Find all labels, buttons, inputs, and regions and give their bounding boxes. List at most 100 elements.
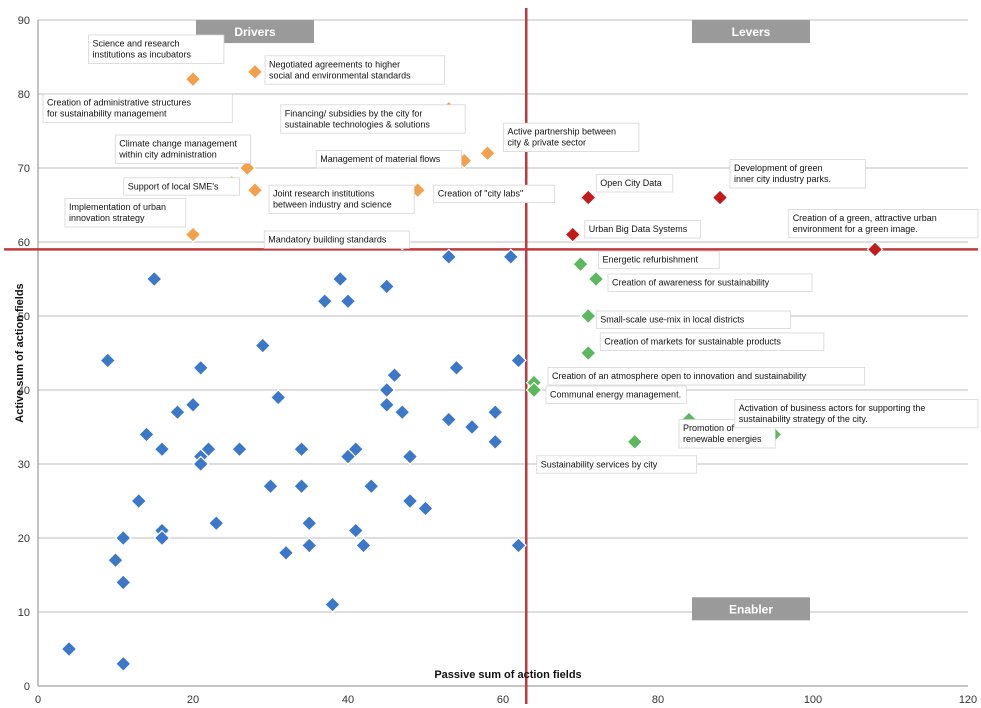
y-tick-label: 50 [18, 311, 30, 323]
data-point [254, 337, 272, 354]
data-point [386, 366, 403, 384]
data-point [393, 403, 411, 421]
point-label-box [315, 150, 462, 169]
point-label-box [788, 208, 979, 239]
point-label-line: Promotion of [683, 423, 735, 433]
point-label-line: Climate change management [119, 139, 237, 149]
data-point [378, 396, 396, 414]
point-label-text: Creation of "city labs" [438, 189, 523, 199]
point-label: Development of green inner city industry … [729, 159, 866, 189]
y-tick-label: 20 [18, 533, 30, 545]
data-point [153, 529, 171, 547]
data-point [207, 514, 225, 532]
data-point [510, 352, 527, 369]
y-tick-label: 90 [18, 15, 30, 27]
data-point [114, 655, 132, 673]
point-label-box [595, 310, 791, 329]
point-label-box [598, 250, 720, 269]
point-label-text: Creation of an atmosphere open to innova… [552, 371, 807, 381]
tick-labels: 0 10 20 30 40 50 60 70 80 90 0 20 40 60 80 100 120 [18, 15, 977, 706]
point-label-text: Support of local SME's [128, 181, 219, 191]
data-point [417, 500, 434, 517]
data-point [331, 270, 349, 288]
point-label-text: Open City Data [600, 178, 662, 188]
data-point [572, 255, 589, 273]
point-label-box [114, 134, 252, 164]
point-label: Creation of markets for sustainable prod… [599, 332, 825, 351]
data-point [579, 344, 597, 362]
point-label: Activation of business actors for suppor… [734, 398, 979, 429]
point-label-text: Financing/ subsidies by the city for sust… [285, 108, 431, 129]
data-point [510, 537, 527, 554]
point-label-box [123, 177, 240, 196]
point-label-line: Creation of markets for sustainable prod… [604, 337, 781, 347]
point-label-text: Negotiated agreements to higher social an… [269, 59, 411, 80]
data-point [479, 144, 496, 162]
point-label-text: Communal energy management. [550, 390, 681, 400]
point-label-line: Negotiated agreements to higher [269, 59, 400, 69]
point-label-line: Creation of an atmosphere open to innova… [552, 371, 807, 381]
data-point [192, 455, 210, 473]
point-label: Creation of a green, attractive urban env… [788, 208, 979, 239]
data-point [401, 492, 419, 510]
data-point [316, 292, 334, 310]
data-point [192, 359, 210, 377]
data-point [262, 477, 279, 495]
quadrant-labels: Drivers Levers Enabler [196, 20, 810, 621]
point-label-box [545, 385, 687, 404]
point-label-box [268, 184, 415, 214]
data-points [60, 48, 884, 673]
data-point [246, 63, 264, 81]
data-point [401, 448, 419, 465]
point-label-text: Urban Big Data Systems [589, 224, 688, 234]
point-label: Creation of awareness for sustainability [607, 273, 813, 292]
point-label-text: Creation of awareness for sustainability [612, 278, 770, 288]
point-label-text: Activation of business actors for suppor… [739, 403, 926, 424]
point-label-box [678, 419, 776, 449]
data-point [324, 596, 341, 613]
data-point [378, 381, 396, 399]
data-point [238, 159, 256, 177]
point-label-line: Creation of administrative structures [47, 98, 192, 108]
point-label-text: Implementation of urban innovation strate… [69, 202, 166, 223]
point-label: Climate change management within city adm… [114, 134, 252, 164]
point-label-box [734, 398, 979, 429]
point-label-line: Management of material flows [320, 154, 441, 164]
data-point [153, 440, 171, 458]
data-point [130, 492, 148, 510]
data-point [440, 411, 458, 428]
data-point [866, 241, 884, 258]
data-point [300, 514, 318, 532]
data-point [463, 418, 481, 436]
point-label-text: Science and research institutions as incu… [93, 39, 192, 60]
point-label-text: Joint research institutions between indus… [273, 189, 392, 210]
data-point [440, 248, 458, 266]
y-tick-label: 30 [18, 459, 30, 471]
x-tick-label: 60 [497, 694, 509, 706]
point-label-line: sustainability strategy of the city. [739, 414, 868, 424]
data-point [60, 640, 78, 658]
quadrant-label: Levers [732, 25, 771, 39]
point-label-text: Mandatory building standards [268, 235, 387, 245]
y-tick-label: 60 [18, 237, 30, 249]
data-point [355, 537, 372, 554]
point-label: Implementation of urban innovation strate… [64, 198, 187, 228]
point-label: Communal energy management. [545, 385, 687, 404]
y-tick-label: 40 [18, 385, 30, 397]
point-label-line: Joint research institutions [273, 189, 375, 199]
point-labels: Science and research institutions as incu… [42, 34, 979, 474]
point-label-box [42, 93, 233, 123]
point-label-box [584, 220, 701, 239]
data-point [486, 403, 504, 421]
point-label: Negotiated agreements to higher social an… [264, 55, 445, 85]
point-label-box [503, 122, 640, 152]
quadrant-label-box [196, 20, 314, 44]
point-label: Financing/ subsidies by the city for sust… [280, 104, 466, 134]
data-point [339, 292, 357, 310]
point-label-line: environment for a green image. [793, 224, 918, 234]
quadrant-label: Enabler [729, 602, 773, 616]
point-label-line: Financing/ subsidies by the city for [285, 108, 423, 118]
point-label-line: within city administration [118, 150, 217, 160]
point-label-line: Activation of business actors for suppor… [739, 403, 926, 413]
